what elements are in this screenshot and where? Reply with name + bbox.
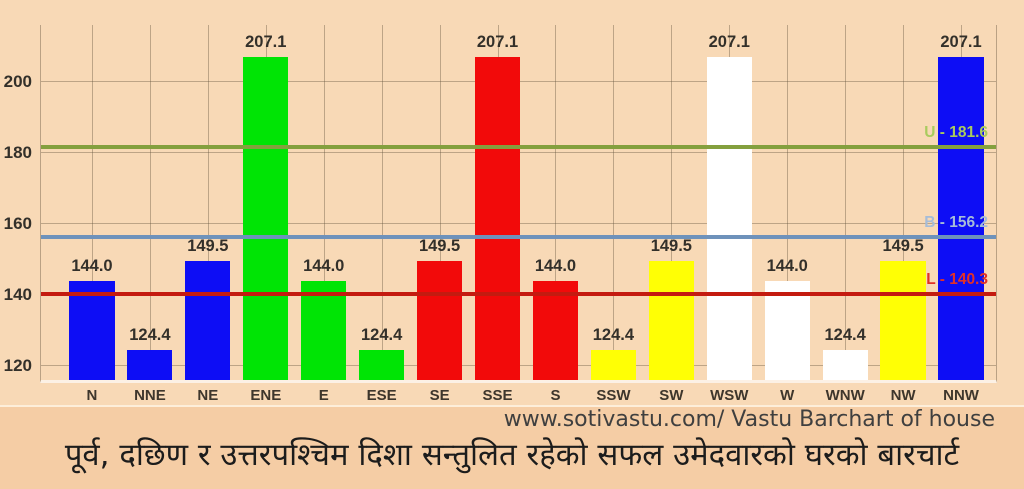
bar-value-label: 144.0 [766,256,808,275]
bar-NE [185,261,231,380]
v-gridline [613,25,615,380]
x-axis-label: NW [890,387,916,404]
v-gridline [439,25,441,380]
bar-value-label: 207.1 [708,32,750,51]
bar-W [764,280,810,380]
bar-WNW [822,350,868,380]
category-slot-NNW: 207.1 NNW [932,25,990,404]
x-axis-label: SW [659,387,684,404]
reference-line-L [41,291,996,296]
category-slot-SW: 149.5 SW [642,25,700,404]
y-axis-tick-label: 180 [3,142,32,162]
category-slot-ENE: 207.1 ENE [237,25,295,404]
bar-value-label: 149.5 [187,237,229,256]
v-gridline [845,25,847,380]
bar-value-label: 149.5 [882,237,924,256]
v-gridline [787,25,789,380]
x-axis-label: ENE [250,387,282,404]
bar-value-label: 207.1 [940,32,982,51]
bar-value-label: 149.5 [650,237,692,256]
bar-SW [648,261,694,380]
bar-SE [416,261,463,380]
x-axis-label: NNW [943,387,979,404]
bar-E [301,280,347,380]
y-axis-tick-label: 160 [3,213,32,233]
bar-value-label: 124.4 [361,326,403,345]
bar-value-label: 144.0 [534,256,577,275]
caption-nepali: पूर्व, दछिण र उत्तरपश्चिम दिशा सन्तुलित … [64,437,960,473]
bar-value-label: 124.4 [129,326,171,345]
v-gridline [903,25,905,380]
bar-value-label: 144.0 [71,256,113,275]
v-gridline [381,25,383,380]
bar-value-label: 207.1 [476,32,519,51]
category-slot-NE: 149.5 NE [179,25,237,404]
bar-ENE [243,56,289,380]
category-slot-WSW: 207.1 WSW [700,25,758,404]
bar-value-label: 124.4 [592,326,635,345]
x-axis-label: NNE [134,387,166,404]
bar-value-label: 207.1 [245,32,287,51]
category-slot-WNW: 124.4 WNW [816,25,874,404]
y-axis: 120 140 160 180 200 [0,25,34,380]
footer-band [0,405,1024,489]
reference-line-B [41,235,996,240]
category-slot-N: 144.0 N [63,25,121,404]
bar-NNE [127,350,173,380]
v-gridline [671,25,673,380]
bar-SSE [474,56,521,380]
x-axis-label: ESE [366,387,397,404]
x-axis-label: S [550,387,561,404]
x-axis-label: SSE [482,387,513,404]
bar-SSW [590,350,636,380]
bar-S [532,280,579,380]
category-slot-E: 144.0 E [295,25,353,404]
y-axis-tick-label: 200 [3,71,32,91]
category-slot-SE: 149.5 SE [411,25,469,404]
v-gridline [149,25,151,380]
v-gridline [323,25,325,380]
x-axis-label: N [86,387,98,404]
bar-NW [880,261,926,380]
v-gridline [207,25,209,380]
bar-WSW [706,56,752,380]
x-axis-label: WSW [710,387,749,404]
bar-value-label: 149.5 [418,237,461,256]
reference-line-label-B: B - 156.2 [924,214,988,232]
x-axis-label: E [318,387,329,404]
category-slot-NNE: 124.4 NNE [121,25,179,404]
v-gridline [91,25,93,380]
bar-N [69,280,115,380]
x-axis-label: SE [429,387,450,404]
category-slot-NW: 149.5 NW [874,25,932,404]
v-gridline [555,25,557,380]
bar-NNW [938,56,984,380]
category-slot-SSW: 124.4 SSW [584,25,642,404]
x-axis-label: SSW [596,387,631,404]
category-slots: 144.0 N 124.4 NNE 149.5 NE 207.1 ENE 144.0 E 124.4… [41,25,996,404]
category-slot-W: 144.0 W [758,25,816,404]
x-axis-label: WNW [825,387,865,404]
reference-line-label-U: U - 181.6 [924,124,988,142]
bar-value-label: 144.0 [303,256,345,275]
y-axis-tick-label: 140 [3,284,32,304]
x-axis-label: NE [197,387,219,404]
reference-line-label-L: L - 140.3 [926,270,988,288]
plot-area: 144.0 N 124.4 NNE 149.5 NE 207.1 ENE 144.0 E 124.4… [40,25,997,404]
website-credit: www.sotivastu.com/ Vastu Barchart of hou… [503,407,995,432]
bar-ESE [359,350,405,380]
category-slot-S: 144.0 S [527,25,585,404]
reference-line-U [41,145,996,150]
bar-value-label: 124.4 [824,326,866,345]
category-slot-SSE: 207.1 SSE [469,25,527,404]
y-axis-tick-label: 120 [3,355,32,375]
category-slot-ESE: 124.4 ESE [353,25,411,404]
x-axis-label: W [780,387,795,404]
